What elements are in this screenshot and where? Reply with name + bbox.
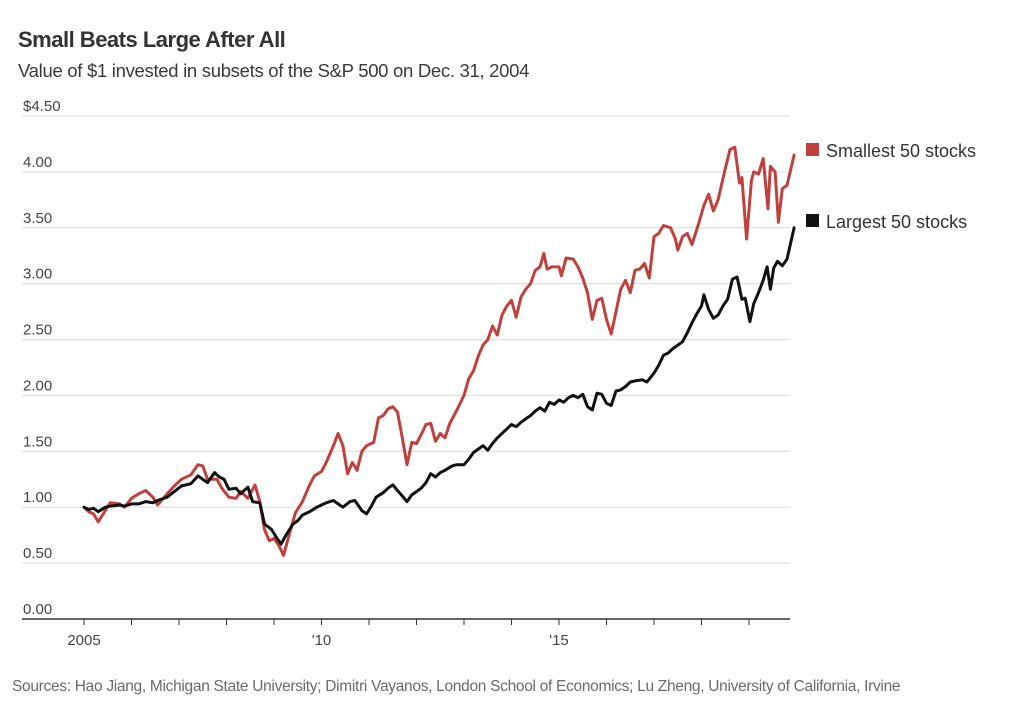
y-tick-label: 3.50 — [23, 210, 52, 227]
y-tick-label: 3.00 — [23, 266, 52, 283]
y-tick-label: $4.50 — [23, 98, 61, 115]
legend: Smallest 50 stocks Largest 50 stocks — [806, 141, 976, 232]
x-axis: 2005 '10 '15 — [22, 618, 790, 649]
series-line-smallest-50 — [82, 145, 796, 557]
legend-swatch — [806, 214, 819, 227]
x-tick-label: '15 — [549, 632, 569, 649]
series-line-largest-50 — [82, 226, 796, 546]
y-tick-label: 2.00 — [23, 377, 52, 394]
y-tick-label: 0.00 — [23, 601, 52, 618]
y-tick-label: 1.50 — [23, 433, 52, 450]
x-tick-label: '10 — [312, 632, 332, 649]
chart-subtitle: Value of $1 invested in subsets of the S… — [18, 60, 530, 81]
legend-label: Smallest 50 stocks — [826, 141, 976, 161]
y-tick-label: 4.00 — [23, 154, 52, 171]
legend-swatch — [806, 143, 819, 156]
y-tick-label: 2.50 — [23, 322, 52, 339]
y-tick-label: 0.50 — [23, 545, 52, 562]
source-note: Sources: Hao Jiang, Michigan State Unive… — [12, 678, 901, 695]
y-axis-ticks: 0.00 0.50 1.00 1.50 2.00 2.50 3.00 3.50 4.00 $4.5… — [23, 98, 61, 618]
gridlines — [22, 115, 790, 564]
x-tick-label: 2005 — [67, 632, 100, 649]
series-lines — [82, 145, 796, 557]
legend-label: Largest 50 stocks — [826, 212, 967, 232]
y-tick-label: 1.00 — [23, 489, 52, 506]
chart-title: Small Beats Large After All — [18, 27, 286, 52]
